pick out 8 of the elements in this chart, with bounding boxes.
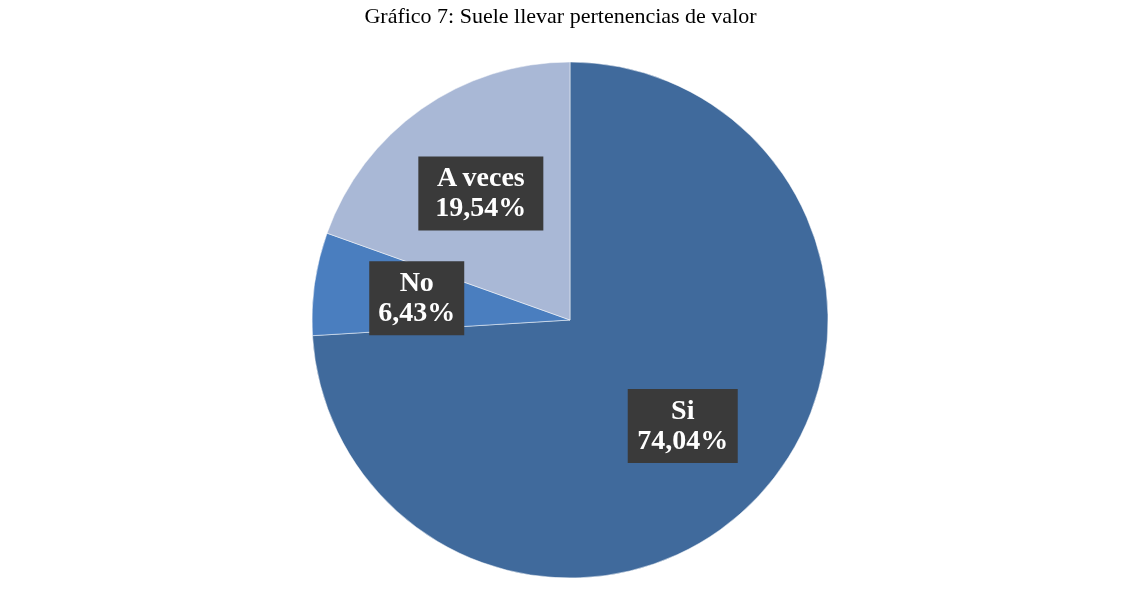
slice-label: No: [399, 266, 434, 298]
slice-label: Si: [671, 394, 695, 426]
data-label: 6,43%: [378, 296, 456, 328]
slice-label: A veces: [436, 161, 525, 193]
chart-title: Gráfico 7: Suele llevar pertenencias de valor: [364, 3, 758, 28]
pie-slice: [312, 61, 829, 579]
data-label: 74,04%: [637, 424, 729, 456]
data-label: 19,54%: [435, 191, 527, 223]
